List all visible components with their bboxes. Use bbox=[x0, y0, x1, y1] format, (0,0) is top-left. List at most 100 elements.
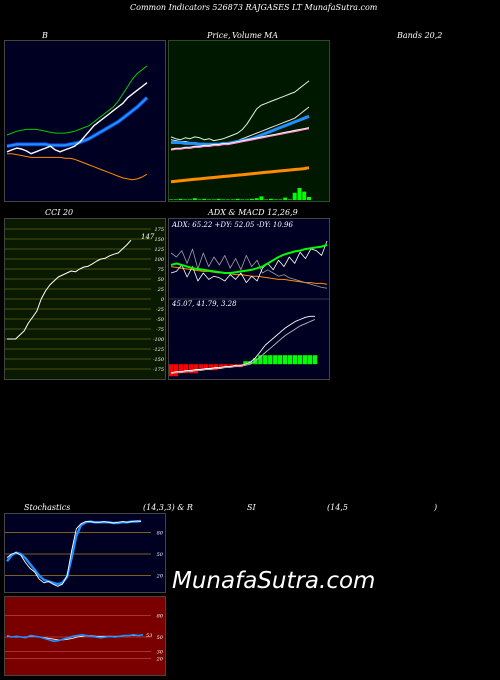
cci-tick-label: 125 bbox=[154, 247, 164, 253]
volume-bar bbox=[307, 197, 311, 200]
volume-bar bbox=[226, 199, 231, 200]
volume-bar bbox=[207, 199, 212, 200]
cci-tick-label: -75 bbox=[156, 327, 164, 333]
cci-tick-label: -175 bbox=[153, 367, 164, 373]
cci-tick-label: 150 bbox=[154, 237, 164, 243]
ma-line-4 bbox=[170, 127, 310, 150]
price-panel bbox=[168, 40, 330, 202]
watermark: MunafaSutra.com bbox=[172, 568, 376, 594]
cci-tick-label: -50 bbox=[156, 317, 165, 323]
rsi-tick-label: 50 bbox=[157, 635, 164, 641]
volume-bar bbox=[292, 192, 297, 200]
price-label: Price, bbox=[207, 31, 231, 40]
macd-histogram-bar bbox=[302, 355, 308, 365]
rsi-tick-label: 20 bbox=[156, 657, 164, 663]
volume-bar bbox=[302, 191, 307, 200]
adx-macd-chart bbox=[169, 240, 329, 377]
volume-bar bbox=[268, 198, 273, 200]
volume-bar bbox=[202, 198, 207, 200]
macd-histogram-bar bbox=[268, 355, 273, 365]
header-title: Common Indicators 526873 RAJGASES LT Mun… bbox=[130, 3, 378, 12]
macd-histogram-bar bbox=[173, 364, 179, 377]
middle-band-line bbox=[6, 96, 148, 148]
macd-histogram-bar bbox=[228, 364, 233, 368]
bollinger-chart bbox=[6, 65, 149, 181]
rsi-last-label: 53 bbox=[146, 633, 152, 639]
rsi-chart: 80 50 30 20 53 bbox=[5, 613, 164, 663]
volume-bar bbox=[259, 196, 264, 200]
volume-bar bbox=[297, 188, 302, 200]
macd-histogram-bar bbox=[297, 355, 303, 365]
volume-bar bbox=[240, 199, 245, 200]
adx-macd-panel: ADX: 65.22 +DY: 52.05 -DY: 10.96 45.07, … bbox=[168, 218, 330, 380]
cci-line bbox=[7, 239, 132, 340]
lower-band-line bbox=[7, 153, 148, 181]
long-ma-line bbox=[170, 166, 310, 184]
macd-histogram-bar bbox=[169, 364, 174, 377]
macd-signal-line bbox=[170, 319, 316, 375]
upper-band-line bbox=[6, 65, 148, 136]
stochastics-panel: 80 50 20 bbox=[4, 513, 166, 593]
macd-histogram-bar bbox=[193, 364, 198, 374]
cci-tick-label: -125 bbox=[153, 347, 164, 353]
volume-bar bbox=[273, 199, 278, 200]
macd-histogram-bar bbox=[223, 364, 228, 368]
cci-tick-label: 25 bbox=[157, 287, 164, 293]
middle-band-shadow bbox=[6, 96, 149, 149]
cci-tick-label: -25 bbox=[156, 307, 164, 313]
stoch-tick-label: 50 bbox=[157, 552, 164, 558]
macd-histogram-bar bbox=[307, 355, 313, 365]
stoch-fast-line bbox=[6, 520, 142, 587]
bollinger-panel bbox=[4, 40, 166, 202]
ma-label: MA bbox=[264, 31, 278, 40]
macd-histogram-bar bbox=[183, 364, 189, 374]
plus-di-line bbox=[170, 240, 328, 283]
stoch-label: Stochastics bbox=[24, 503, 71, 512]
macd-histogram-bar bbox=[273, 355, 278, 365]
minus-di-line bbox=[170, 248, 328, 289]
rsi-tick-label: 30 bbox=[157, 649, 164, 655]
cci-last-label: 147 bbox=[141, 233, 155, 241]
stoch-slow-line bbox=[6, 519, 142, 586]
price-line bbox=[170, 80, 310, 142]
stochastics-chart: 80 50 20 bbox=[5, 519, 164, 587]
cci-panel: 175 150 125 100 75 50 25 0 -25 -50 -75 -100 -125 -150… bbox=[4, 218, 166, 380]
bands-right-label: Bands 20,2 bbox=[397, 31, 443, 40]
cci-label: CCI 20 bbox=[45, 208, 74, 217]
macd-histogram-bar bbox=[188, 364, 194, 374]
volume-bar bbox=[245, 199, 250, 200]
bands-label: B bbox=[42, 31, 48, 40]
volume-bar bbox=[211, 199, 216, 200]
stoch-params-label: (14,3,3) & R bbox=[143, 503, 193, 512]
macd-histogram-bar bbox=[243, 361, 248, 365]
adx-label: ADX & MACD 12,26,9 bbox=[208, 208, 298, 217]
volume-bar bbox=[230, 199, 235, 200]
rsi-line bbox=[6, 633, 144, 643]
adx-line bbox=[170, 244, 328, 274]
macd-histogram-bar bbox=[278, 355, 283, 365]
volume-bar bbox=[249, 198, 254, 200]
macd-histogram-bar bbox=[258, 355, 263, 365]
macd-histogram-bar bbox=[198, 364, 203, 371]
ma-line-3 bbox=[170, 127, 310, 151]
price-chart bbox=[169, 80, 311, 200]
cci-tick-label: 175 bbox=[154, 227, 164, 233]
macd-histogram-bar bbox=[178, 364, 184, 374]
volume-bar bbox=[254, 198, 259, 200]
macd-histogram-bar bbox=[218, 364, 223, 368]
volume-bar bbox=[173, 199, 178, 200]
cci-chart: 175 150 125 100 75 50 25 0 -25 -50 -75 -100 -125 -150… bbox=[5, 227, 165, 373]
volume-label: Volume bbox=[232, 31, 262, 40]
adx-readout: ADX: 65.22 +DY: 52.05 -DY: 10.96 bbox=[172, 221, 293, 229]
volume-bar bbox=[183, 199, 188, 200]
rsi-panel: 80 50 30 20 53 bbox=[4, 596, 166, 676]
cci-tick-label: 100 bbox=[154, 257, 164, 263]
rsi-tick-label: 80 bbox=[157, 613, 164, 619]
adx-orange-line bbox=[170, 266, 328, 285]
volume-bar bbox=[188, 199, 192, 200]
volume-bar bbox=[178, 198, 183, 200]
stoch-tick-label: 80 bbox=[157, 530, 164, 536]
volume-bar bbox=[283, 197, 288, 200]
macd-line bbox=[170, 315, 315, 374]
cci-tick-label: 0 bbox=[161, 297, 165, 303]
